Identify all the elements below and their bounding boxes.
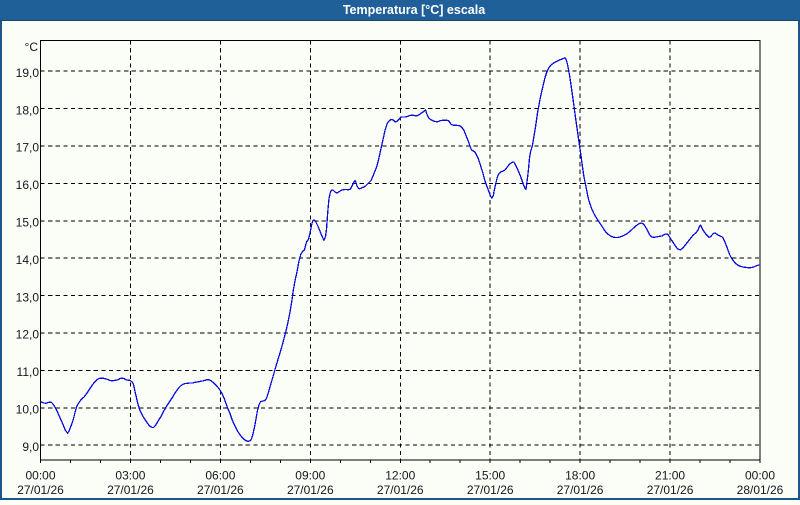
svg-text:27/01/26: 27/01/26 (467, 483, 514, 497)
svg-text:12:00: 12:00 (385, 469, 415, 483)
svg-text:9,0: 9,0 (22, 440, 39, 454)
svg-text:00:00: 00:00 (745, 469, 775, 483)
svg-text:27/01/26: 27/01/26 (647, 483, 694, 497)
svg-text:06:00: 06:00 (205, 469, 235, 483)
svg-text:27/01/26: 27/01/26 (107, 483, 154, 497)
svg-text:00:00: 00:00 (25, 469, 55, 483)
svg-text:19,0: 19,0 (16, 66, 40, 80)
svg-text:°C: °C (25, 40, 39, 54)
svg-text:27/01/26: 27/01/26 (377, 483, 424, 497)
svg-text:15:00: 15:00 (475, 469, 505, 483)
svg-text:14,0: 14,0 (16, 253, 40, 267)
svg-text:27/01/26: 27/01/26 (197, 483, 244, 497)
svg-text:16,0: 16,0 (16, 178, 40, 192)
svg-text:15,0: 15,0 (16, 216, 40, 230)
svg-text:27/01/26: 27/01/26 (17, 483, 64, 497)
svg-text:09:00: 09:00 (295, 469, 325, 483)
svg-text:10,0: 10,0 (16, 403, 40, 417)
svg-text:11,0: 11,0 (17, 365, 40, 379)
svg-text:17,0: 17,0 (16, 141, 40, 155)
svg-text:21:00: 21:00 (655, 469, 685, 483)
svg-text:18,0: 18,0 (16, 103, 40, 117)
svg-text:28/01/26: 28/01/26 (737, 483, 784, 497)
svg-text:27/01/26: 27/01/26 (287, 483, 334, 497)
svg-text:18:00: 18:00 (565, 469, 595, 483)
svg-text:12,0: 12,0 (16, 328, 40, 342)
svg-text:03:00: 03:00 (115, 469, 145, 483)
svg-text:13,0: 13,0 (16, 290, 40, 304)
svg-text:27/01/26: 27/01/26 (557, 483, 604, 497)
